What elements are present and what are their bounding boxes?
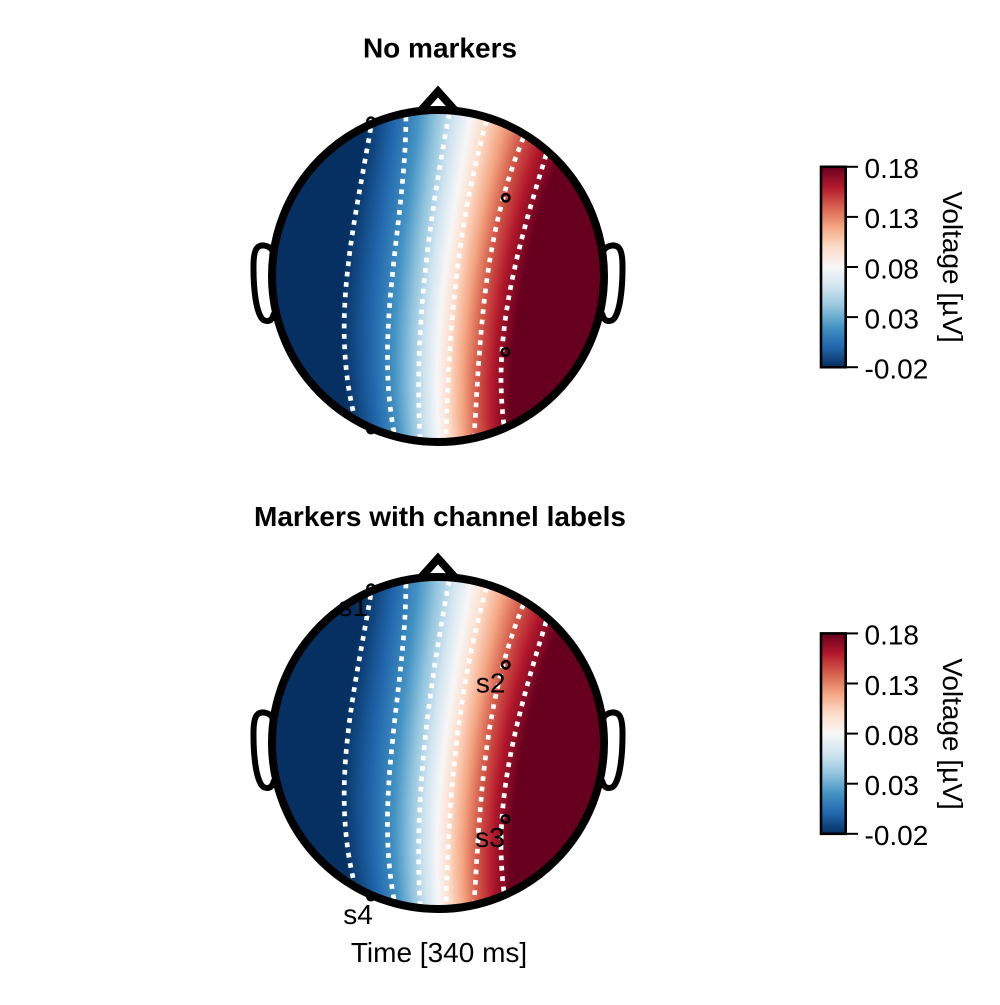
svg-text:0.13: 0.13 xyxy=(865,203,920,234)
svg-text:0.08: 0.08 xyxy=(865,253,920,284)
svg-text:Markers with channel labels: Markers with channel labels xyxy=(254,501,626,532)
svg-text:-0.02: -0.02 xyxy=(865,354,929,385)
svg-text:s4: s4 xyxy=(343,899,373,930)
svg-text:Voltage [µV]: Voltage [µV] xyxy=(937,658,968,810)
svg-text:s1: s1 xyxy=(338,591,368,622)
svg-text:0.08: 0.08 xyxy=(865,720,920,751)
svg-text:0.03: 0.03 xyxy=(865,770,920,801)
svg-text:s2: s2 xyxy=(476,668,506,699)
svg-text:Voltage [µV]: Voltage [µV] xyxy=(937,191,968,343)
svg-text:0.03: 0.03 xyxy=(865,303,920,334)
svg-text:-0.02: -0.02 xyxy=(865,820,929,851)
svg-text:0.18: 0.18 xyxy=(865,153,920,184)
svg-text:0.18: 0.18 xyxy=(865,620,920,651)
svg-text:s3: s3 xyxy=(475,822,505,853)
svg-text:Time [340 ms]: Time [340 ms] xyxy=(351,937,527,968)
svg-text:No markers: No markers xyxy=(363,33,517,64)
svg-text:0.13: 0.13 xyxy=(865,670,920,701)
